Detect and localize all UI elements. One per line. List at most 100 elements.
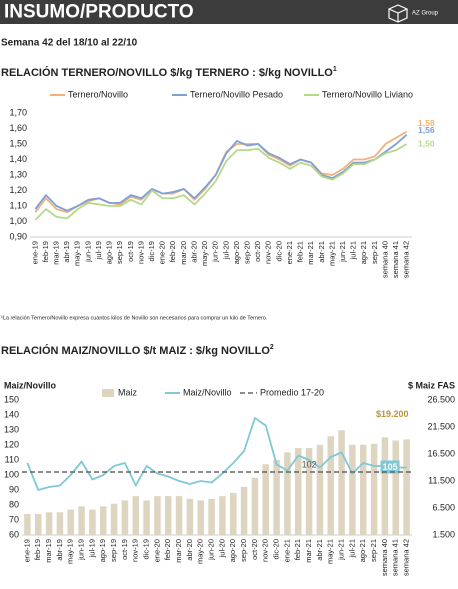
x-tick-label: dic-19 [147,241,156,261]
x-tick-label: may-19 [66,539,75,564]
y-tick-label: 60 [9,529,19,539]
bar [143,500,150,535]
value-label-box [380,460,400,474]
x-tick-label: ago-19 [105,241,114,264]
y-tick-label: 80 [9,499,19,509]
y-tick-label: 1,60 [9,123,27,133]
y2-tick-label: 1.500 [432,529,455,539]
chart-title: RELACIÓN MAIZ/NOVILLO $/t MAIZ : $/kg NO… [1,344,274,357]
y2-tick-label: 11.500 [428,475,455,485]
x-tick-label: semana 41 [391,539,400,576]
x-tick-label: semana 42 [402,539,411,576]
x-tick-label: feb-21 [293,539,302,560]
y-tick-label: 120 [4,439,19,449]
x-tick-label: mar-21 [304,539,313,563]
x-tick-label: jul-21 [349,241,358,260]
y-tick-label: 140 [4,409,19,419]
x-tick-label: ago-21 [359,241,368,264]
bar [349,444,356,535]
series-line [26,417,407,491]
legend-label: Maiz/Novillo [183,387,232,397]
x-tick-label: feb-19 [41,241,50,262]
bar [370,443,378,535]
bar [295,448,302,535]
x-tick-label: may-20 [196,539,205,564]
y-tick-label: 1,40 [9,154,27,164]
x-tick-label: feb-20 [168,241,177,262]
bar [110,503,118,535]
bar [56,512,64,535]
series-line [34,143,408,221]
bar [132,496,139,535]
bar [403,439,410,535]
bar [67,509,74,535]
x-tick-label: jul-19 [94,241,103,260]
y-tick-label: 1,00 [9,216,27,226]
bar [305,448,313,535]
x-tick-label: dic-20 [274,241,283,261]
chart-title-sup: 1 [333,66,337,73]
x-tick-label: nov-19 [131,539,140,562]
y-tick-label: 130 [4,424,19,434]
x-tick-label: semana 42 [402,241,411,278]
y-tick-label: 70 [9,514,19,524]
chart-title-text: RELACIÓN MAIZ/NOVILLO $/t MAIZ : $/kg NO… [1,344,270,357]
y-tick-label: 1,50 [9,138,27,148]
value-label: 1,56 [418,125,435,135]
logo-icon [388,4,408,23]
bar [392,440,399,535]
bar [208,498,215,535]
bar [100,506,107,535]
x-tick-label: jun-21 [338,241,347,263]
x-tick-label: sep-19 [115,241,124,264]
x-tick-label: ene-19 [22,539,31,562]
x-tick-label: ago-19 [98,539,107,562]
y2-tick-label: 26.500 [427,394,455,404]
x-tick-label: jun-19 [83,241,92,263]
x-tick-label: ago-21 [358,539,367,562]
x-tick-label: feb-19 [33,539,42,560]
x-tick-label: jul-19 [87,539,96,558]
y-tick-label: 1,30 [9,169,27,179]
x-tick-label: oct-20 [253,241,262,262]
x-tick-label: ago-20 [232,241,241,264]
x-tick-label: feb-21 [296,241,305,262]
x-tick-label: oct-20 [250,539,259,560]
x-tick-label: oct-19 [120,539,129,560]
x-tick-label: jul-20 [217,539,226,558]
chart-title-sup: 2 [270,344,274,351]
x-tick-label: nov-20 [261,539,270,562]
x-tick-label: jul-21 [347,539,356,558]
x-tick-label: abr-21 [315,539,324,561]
legend-label: Promedio 17-20 [260,387,324,397]
bar [24,513,31,535]
x-tick-label: mar-21 [306,241,315,265]
bar [327,436,334,535]
legend-label: Maiz [118,387,138,397]
bar [35,513,42,535]
y2-tick-label: 16.500 [427,448,455,458]
x-tick-label: feb-20 [163,539,172,560]
header-bar [0,0,458,24]
bar [284,452,291,535]
x-tick-label: dic-19 [142,539,151,559]
series-line [34,134,408,212]
footnote: ¹La relación Ternero/Novillo expresa cua… [1,315,268,321]
x-tick-label: jul-20 [221,241,230,260]
bar [316,444,324,535]
value-label: 1,58 [418,118,435,128]
bar [219,496,226,535]
x-tick-label: abr-21 [317,241,326,263]
legend-label: Ternero/Novillo Pesado [190,89,283,99]
chart-title: RELACIÓN TERNERO/NOVILLO $/kg TERNERO : … [1,66,337,79]
x-tick-label: semana 41 [391,241,400,278]
value-label: 102 [302,459,317,469]
legend-label: Ternero/Novillo Liviano [322,89,413,99]
x-tick-label: sep-21 [370,241,379,264]
bar [154,496,161,535]
value-label: 105 [383,462,398,472]
bar [165,496,172,535]
logo-text: AZ Group [412,11,439,17]
header-title: INSUMO/PRODUCTO [4,2,194,23]
